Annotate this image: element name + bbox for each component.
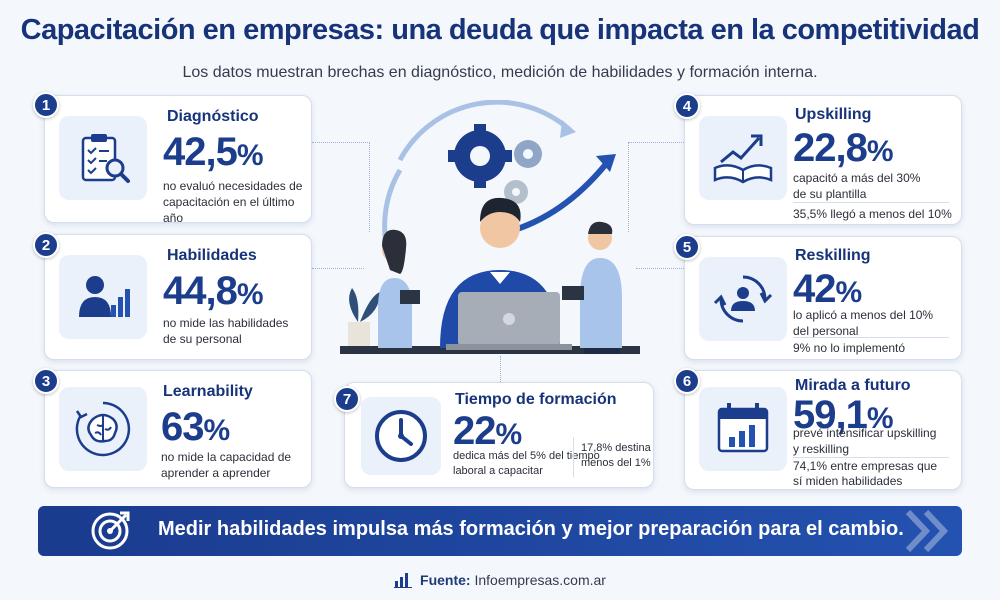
badge-number: 4 bbox=[674, 93, 700, 119]
card-note: 35,5% llegó a menos del 10% bbox=[793, 207, 952, 221]
divider bbox=[793, 202, 949, 203]
card-habilidades: Habilidades 44,8% no mide las habilidade… bbox=[44, 234, 312, 360]
card-description: no mide las habilidades de su personal bbox=[163, 316, 289, 346]
divider bbox=[573, 437, 574, 477]
card-tiempo-formacion: Tiempo de formación 22% dedica más del 5… bbox=[344, 382, 654, 488]
badge-number: 2 bbox=[33, 232, 59, 258]
card-stat: 42,5% bbox=[163, 130, 264, 174]
connector-line bbox=[628, 142, 684, 232]
card-title: Diagnóstico bbox=[167, 108, 259, 125]
card-description: no evaluó necesidades de capacitación en … bbox=[163, 179, 303, 225]
person-refresh-icon bbox=[699, 257, 787, 341]
card-learnability: Learnability 63% no mide la capacidad de… bbox=[44, 370, 312, 488]
badge-number: 7 bbox=[334, 386, 360, 412]
card-stat: 63% bbox=[161, 405, 230, 449]
banner-text: Medir habilidades impulsa más formación … bbox=[158, 518, 904, 540]
card-stat: 44,8% bbox=[163, 269, 264, 313]
badge-number: 3 bbox=[33, 368, 59, 394]
divider bbox=[793, 337, 949, 338]
card-upskilling: Upskilling 22,8% capacitó a más del 30% d… bbox=[684, 95, 962, 225]
page-title: Capacitación en empresas: una deuda que … bbox=[20, 14, 980, 46]
person-chart-icon bbox=[59, 255, 147, 339]
card-stat: 42% bbox=[793, 267, 862, 311]
gear-icon bbox=[514, 140, 542, 168]
book-growth-icon bbox=[699, 116, 787, 200]
chevron-right-icon bbox=[905, 509, 949, 553]
card-mirada-futuro: Mirada a futuro 59,1% prevé intensificar… bbox=[684, 370, 962, 490]
card-stat: 22% bbox=[453, 409, 522, 453]
card-title: Tiempo de formación bbox=[455, 391, 617, 408]
card-stat: 22,8% bbox=[793, 126, 894, 170]
footer-label: Fuente: bbox=[420, 572, 471, 589]
connector-line bbox=[312, 142, 370, 232]
card-description: dedica más del 5% del tiempo laboral a ca… bbox=[453, 450, 600, 477]
footer-link[interactable]: Infoempresas.com.ar bbox=[474, 572, 606, 589]
badge-number: 5 bbox=[674, 234, 700, 260]
card-description: capacitó a más del 30% de su plantilla bbox=[793, 171, 921, 201]
card-side-note: 17,8% destina menos del 1% bbox=[581, 442, 651, 469]
card-title: Learnability bbox=[163, 383, 253, 400]
target-arrow-icon bbox=[90, 511, 130, 551]
card-description: no mide la capacidad de aprender a aprend… bbox=[161, 450, 292, 480]
calendar-chart-icon bbox=[699, 387, 787, 471]
card-note: 9% no lo implementó bbox=[793, 341, 906, 355]
bar-chart-icon bbox=[394, 572, 413, 591]
card-description: prevé intensificar upskilling y reskillin… bbox=[793, 426, 937, 456]
gear-icon bbox=[448, 124, 512, 188]
brain-cycle-icon bbox=[59, 387, 147, 471]
badge-number: 6 bbox=[674, 368, 700, 394]
card-description: lo aplicó a menos del 10% del personal bbox=[793, 308, 934, 338]
connector-line bbox=[312, 268, 364, 269]
card-reskilling: Reskilling 42% lo aplicó a menos del 10%… bbox=[684, 236, 962, 360]
page-subtitle: Los datos muestran brechas en diagnóstic… bbox=[182, 64, 818, 81]
badge-number: 1 bbox=[33, 92, 59, 118]
gear-icon bbox=[504, 180, 528, 204]
card-title: Reskilling bbox=[795, 247, 871, 264]
connector-line bbox=[636, 268, 684, 269]
clipboard-search-icon bbox=[59, 116, 147, 200]
clock-icon bbox=[361, 397, 441, 475]
connector-line bbox=[500, 356, 501, 382]
card-title: Habilidades bbox=[167, 247, 257, 264]
divider bbox=[793, 457, 949, 458]
card-title: Mirada a futuro bbox=[795, 377, 911, 394]
card-title: Upskilling bbox=[795, 106, 872, 123]
card-note: 74,1% entre empresas que sí miden habilid… bbox=[793, 459, 938, 488]
team-illustration bbox=[340, 100, 640, 354]
card-stat: 59,1% bbox=[793, 393, 894, 437]
card-diagnostico: Diagnóstico 42,5% no evaluó necesidades … bbox=[44, 95, 312, 225]
footer-source: Fuente: Infoempresas.com.ar bbox=[0, 572, 1000, 591]
conclusion-banner: Medir habilidades impulsa más formación … bbox=[38, 506, 962, 556]
